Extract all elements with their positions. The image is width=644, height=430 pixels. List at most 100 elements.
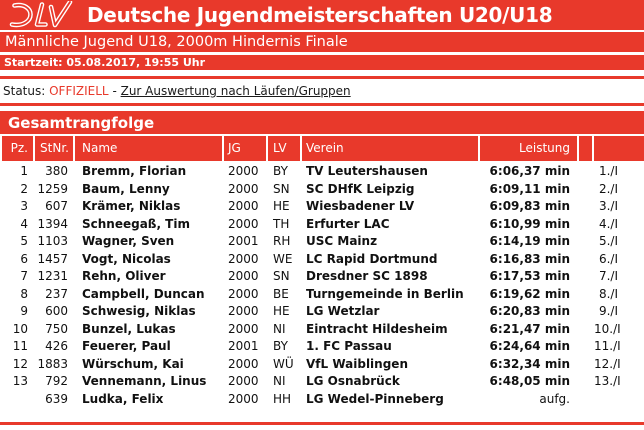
cell-heat-rank: 1./I bbox=[598, 164, 618, 178]
cell-heat-rank: 12./I bbox=[594, 356, 621, 371]
cell-result: 6:09,83 min bbox=[489, 199, 570, 213]
cell-name: Würschum, Kai bbox=[82, 356, 184, 371]
cell-result: 6:16,83 min bbox=[489, 251, 570, 266]
cell-position: 5 bbox=[20, 234, 28, 248]
cell-federation: NI bbox=[273, 321, 286, 336]
col-header-extra bbox=[579, 136, 592, 161]
cell-year: 2001 bbox=[228, 339, 259, 353]
table-header: Pz. StNr. Name JG LV Verein Leistung bbox=[2, 136, 644, 161]
table-row: 2 1259 Baum, Lenny 2000 SN SC DHfK Leipz… bbox=[2, 181, 644, 199]
cell-bib-number: 639 bbox=[45, 391, 68, 406]
cell-extra bbox=[579, 286, 592, 304]
event-bar: Männliche Jugend U18, 2000m Hindernis Fi… bbox=[0, 32, 644, 52]
cell-result: 6:09,11 min bbox=[489, 181, 570, 196]
col-header-name: Name bbox=[75, 136, 222, 161]
cell-extra bbox=[579, 251, 592, 269]
cell-extra bbox=[579, 338, 592, 356]
cell-club: TV Leutershausen bbox=[306, 164, 428, 178]
cell-bib-number: 1457 bbox=[37, 251, 68, 266]
cell-bib-number: 1394 bbox=[37, 216, 68, 231]
cell-name: Feuerer, Paul bbox=[82, 339, 171, 353]
event-title: Männliche Jugend U18, 2000m Hindernis Fi… bbox=[5, 34, 348, 50]
status-value: OFFIZIELL bbox=[49, 83, 109, 98]
cell-club: Eintracht Hildesheim bbox=[306, 321, 448, 336]
cell-club: LG Wetzlar bbox=[306, 304, 380, 318]
cell-name: Baum, Lenny bbox=[82, 181, 170, 196]
cell-name: Bunzel, Lukas bbox=[82, 321, 176, 336]
cell-position bbox=[2, 391, 33, 409]
cell-name: Ludka, Felix bbox=[82, 391, 164, 406]
cell-position: 7 bbox=[20, 269, 28, 283]
status-label: Status: bbox=[3, 83, 50, 98]
cell-heat-rank: 2./I bbox=[598, 181, 618, 196]
cell-extra bbox=[579, 268, 592, 286]
cell-name: Vennemann, Linus bbox=[82, 374, 207, 388]
cell-position: 8 bbox=[20, 286, 28, 301]
cell-position: 3 bbox=[20, 199, 28, 213]
cell-bib-number: 237 bbox=[45, 286, 68, 301]
cell-name: Schneegaß, Tim bbox=[82, 216, 190, 231]
cell-name: Schwesig, Niklas bbox=[82, 304, 196, 318]
table-row: 11 426 Feuerer, Paul 2001 BY 1. FC Passa… bbox=[2, 338, 644, 356]
cell-position: 13 bbox=[12, 374, 28, 388]
cell-club: VfL Waiblingen bbox=[306, 356, 408, 371]
evaluation-link[interactable]: Zur Auswertung nach Läufen/Gruppen bbox=[120, 83, 351, 98]
cell-year: 2000 bbox=[228, 391, 259, 406]
cell-position: 2 bbox=[20, 181, 28, 196]
cell-extra bbox=[579, 163, 592, 181]
cell-bib-number: 380 bbox=[45, 164, 68, 178]
cell-name: Rehn, Oliver bbox=[82, 269, 166, 283]
cell-year: 2000 bbox=[228, 216, 259, 231]
cell-heat-rank: 10./I bbox=[594, 321, 621, 336]
cell-club: Dresdner SC 1898 bbox=[306, 269, 428, 283]
table-row: 4 1394 Schneegaß, Tim 2000 TH Erfurter L… bbox=[2, 216, 644, 234]
cell-extra bbox=[579, 391, 592, 409]
cell-extra bbox=[579, 233, 592, 251]
cell-club: LG Osnabrück bbox=[306, 374, 400, 388]
cell-heat-rank: 3./I bbox=[598, 199, 618, 213]
table-row: 9 600 Schwesig, Niklas 2000 HE LG Wetzla… bbox=[2, 303, 644, 321]
col-header-lv: LV bbox=[268, 136, 300, 161]
cell-year: 2001 bbox=[228, 234, 259, 248]
cell-year: 2000 bbox=[228, 164, 259, 178]
cell-year: 2000 bbox=[228, 304, 259, 318]
col-header-stnr: StNr. bbox=[35, 136, 73, 161]
cell-name: Wagner, Sven bbox=[82, 234, 175, 248]
cell-year: 2000 bbox=[228, 199, 259, 213]
cell-club: Wiesbadener LV bbox=[306, 199, 415, 213]
cell-bib-number: 1103 bbox=[37, 234, 68, 248]
cell-name: Campbell, Duncan bbox=[82, 286, 205, 301]
table-row: 5 1103 Wagner, Sven 2001 RH USC Mainz 6:… bbox=[2, 233, 644, 251]
cell-federation: TH bbox=[273, 216, 290, 231]
divider-top bbox=[0, 76, 644, 79]
cell-year: 2000 bbox=[228, 286, 259, 301]
cell-federation: HE bbox=[273, 199, 290, 213]
table-row: 3 607 Krämer, Niklas 2000 HE Wiesbadener… bbox=[2, 198, 644, 216]
cell-result: 6:10,99 min bbox=[489, 216, 570, 231]
col-header-leistung: Leistung bbox=[480, 136, 577, 161]
cell-heat-rank bbox=[594, 391, 644, 409]
cell-club: LC Rapid Dortmund bbox=[306, 251, 438, 266]
section-title: Gesamtrangfolge bbox=[8, 113, 155, 132]
table-row: 12 1883 Würschum, Kai 2000 WÜ VfL Waibli… bbox=[2, 356, 644, 374]
col-header-rank bbox=[594, 136, 644, 161]
cell-heat-rank: 7./I bbox=[598, 269, 618, 283]
cell-position: 1 bbox=[20, 164, 28, 178]
cell-club: USC Mainz bbox=[306, 234, 378, 248]
cell-club: LG Wedel-Pinneberg bbox=[306, 391, 444, 406]
cell-bib-number: 600 bbox=[45, 304, 68, 318]
page-title: Deutsche Jugendmeisterschaften U20/U18 bbox=[87, 3, 553, 27]
cell-result: 6:19,62 min bbox=[489, 286, 570, 301]
cell-federation: BE bbox=[273, 286, 289, 301]
cell-position: 10 bbox=[12, 321, 28, 336]
cell-heat-rank: 4./I bbox=[598, 216, 618, 231]
cell-bib-number: 607 bbox=[45, 199, 68, 213]
table-row: 1 380 Bremm, Florian 2000 BY TV Leutersh… bbox=[2, 163, 644, 181]
cell-name: Krämer, Niklas bbox=[82, 199, 181, 213]
cell-year: 2000 bbox=[228, 181, 259, 196]
cell-club: Turngemeinde in Berlin bbox=[306, 286, 464, 301]
cell-bib-number: 1883 bbox=[37, 356, 68, 371]
table-row: 13 792 Vennemann, Linus 2000 NI LG Osnab… bbox=[2, 373, 644, 391]
cell-heat-rank: 13./I bbox=[594, 374, 621, 388]
